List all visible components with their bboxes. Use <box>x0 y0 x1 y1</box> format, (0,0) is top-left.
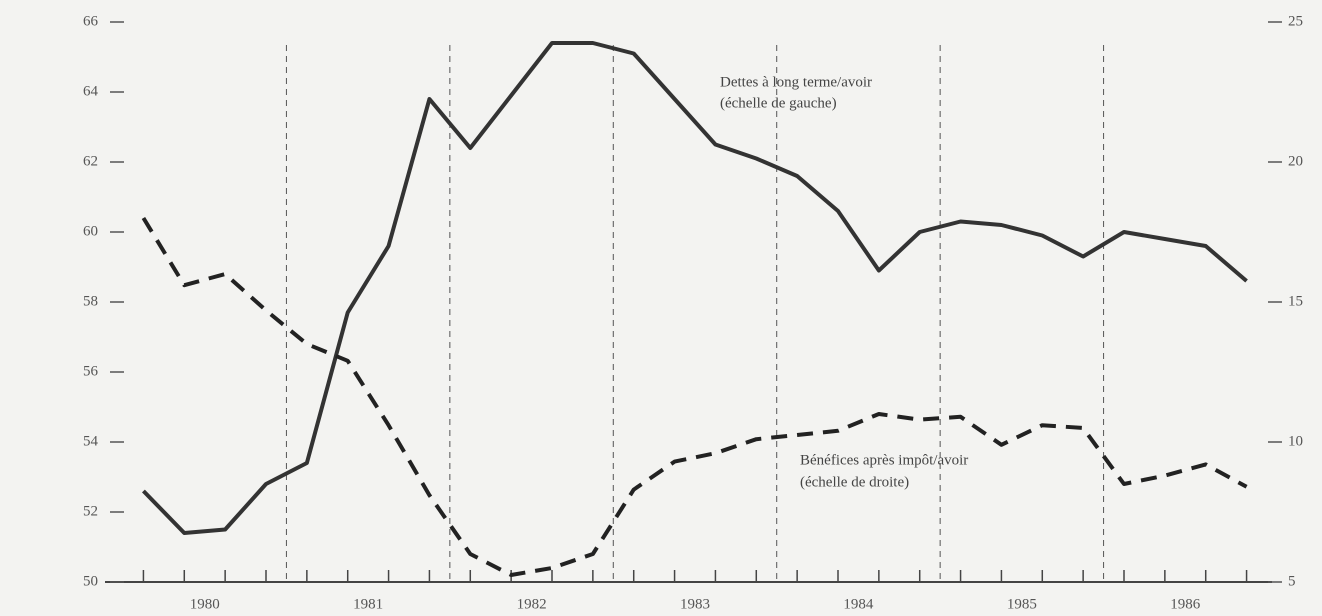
y2-tick-label: 10 <box>1288 433 1303 449</box>
y-tick-label: 62 <box>83 153 98 169</box>
annotation: (échelle de droite) <box>800 474 909 490</box>
y-tick-label: 52 <box>83 503 98 519</box>
y-tick-label: 60 <box>83 223 98 239</box>
y-tick-label: 54 <box>83 433 99 449</box>
x-tick-label: 1980 <box>190 596 220 612</box>
y2-tick-label: 5 <box>1288 573 1296 589</box>
annotation: Bénéfices après impôt/avoir <box>800 452 968 468</box>
x-tick-label: 1985 <box>1007 596 1037 612</box>
annotation: Dettes à long terme/avoir <box>720 74 872 90</box>
x-tick-label: 1982 <box>517 596 547 612</box>
y2-tick-label: 15 <box>1288 293 1303 309</box>
series-line <box>141 41 1248 535</box>
x-tick-label: 1986 <box>1170 596 1201 612</box>
annotation: (échelle de gauche) <box>720 95 837 111</box>
y2-tick-label: 25 <box>1288 13 1303 29</box>
y2-tick-label: 20 <box>1288 153 1303 169</box>
x-tick-label: 1981 <box>353 596 383 612</box>
y-tick-label: 58 <box>83 293 98 309</box>
y-tick-label: 50 <box>83 573 98 589</box>
x-tick-label: 1983 <box>680 596 710 612</box>
y-tick-label: 66 <box>83 13 99 29</box>
x-tick-label: 1984 <box>843 596 874 612</box>
y-tick-label: 56 <box>83 363 99 379</box>
y-tick-label: 64 <box>83 83 99 99</box>
